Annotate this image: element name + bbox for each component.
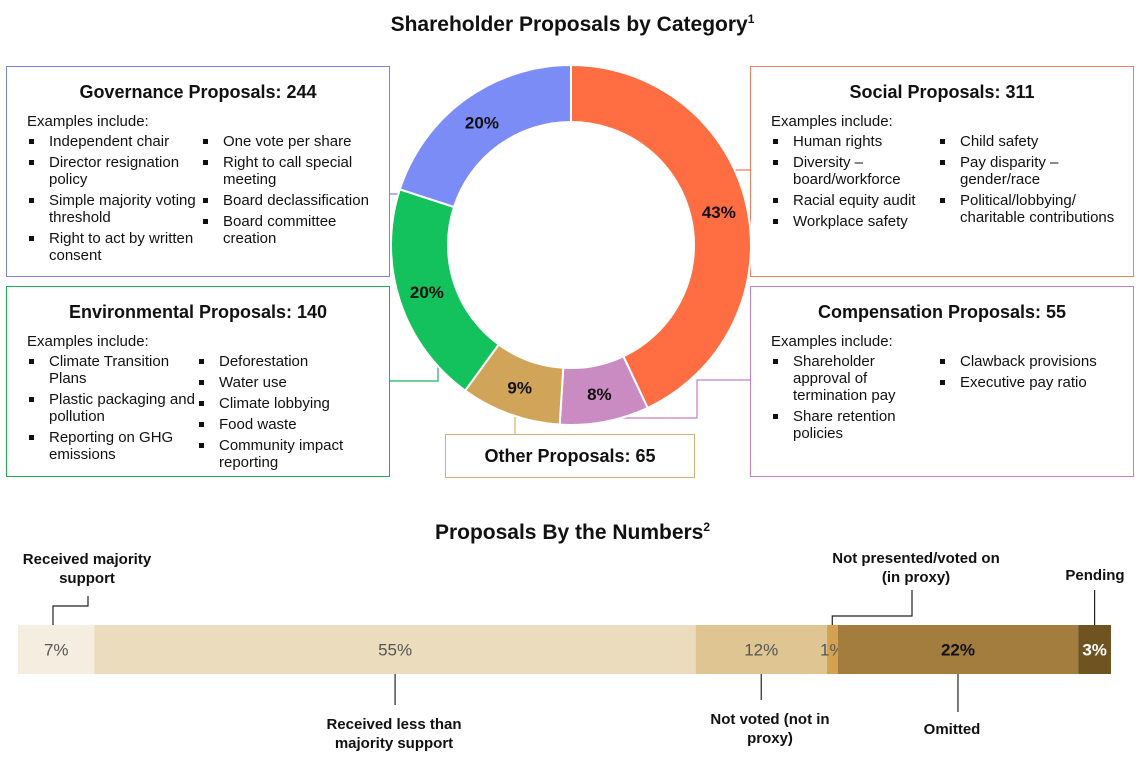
bar-segment-label: 12% bbox=[744, 641, 778, 660]
list-item: Water use bbox=[197, 374, 377, 391]
governance-title: Governance Proposals: 244 bbox=[79, 82, 317, 102]
social-intro: Examples include: bbox=[771, 113, 893, 130]
list-item: Right to call special meeting bbox=[201, 154, 381, 188]
environmental-box: Environmental Proposals: 140 Examples in… bbox=[6, 286, 390, 477]
compensation-list-1: Shareholder approval of termination pay … bbox=[771, 353, 931, 446]
social-box: Social Proposals: 311 Examples include: … bbox=[750, 66, 1134, 277]
slice-label-social: 43% bbox=[702, 203, 736, 222]
list-item: Reporting on GHG emissions bbox=[27, 429, 199, 463]
compensation-intro: Examples include: bbox=[771, 333, 893, 350]
list-item: Clawback provisions bbox=[938, 353, 1128, 370]
list-item: Climate Transition Plans bbox=[27, 353, 199, 387]
social-list-2: Child safety Pay disparity – gender/race… bbox=[938, 133, 1128, 230]
social-title: Social Proposals: 311 bbox=[849, 82, 1035, 102]
list-item: Racial equity audit bbox=[771, 192, 931, 209]
environmental-title: Environmental Proposals: 140 bbox=[68, 302, 328, 322]
callout-line bbox=[52, 596, 89, 625]
list-item: Workplace safety bbox=[771, 213, 931, 230]
slice-governance bbox=[398, 63, 572, 209]
list-item: Simple majority voting threshold bbox=[27, 192, 199, 226]
callout-not-voted: Not voted (not in proxy) bbox=[710, 711, 830, 747]
list-item: Executive pay ratio bbox=[938, 374, 1128, 391]
list-item: Pay disparity – gender/race bbox=[938, 154, 1128, 188]
list-item: Diversity – board/workforce bbox=[771, 154, 931, 188]
list-item: Community impact reporting bbox=[197, 437, 377, 471]
compensation-list-2: Clawback provisions Executive pay ratio bbox=[938, 353, 1128, 395]
environmental-list-2: Deforestation Water use Climate lobbying… bbox=[197, 353, 377, 475]
slice-label-environmental: 20% bbox=[410, 283, 444, 302]
list-item: Board committee creation bbox=[201, 213, 381, 247]
compensation-box: Compensation Proposals: 55 Examples incl… bbox=[750, 286, 1134, 477]
environmental-intro: Examples include: bbox=[27, 333, 149, 350]
callout-omitted: Omitted bbox=[923, 721, 981, 738]
bar-segment-label: 3% bbox=[1082, 641, 1107, 660]
list-item: Independent chair bbox=[27, 133, 199, 150]
list-item: Director resignation policy bbox=[27, 154, 199, 188]
slice-social bbox=[570, 63, 752, 410]
list-item: Climate lobbying bbox=[197, 395, 377, 412]
slice-environmental bbox=[390, 188, 501, 393]
callout-pending: Pending bbox=[1065, 567, 1125, 584]
environmental-list-1: Climate Transition Plans Plastic packagi… bbox=[27, 353, 199, 467]
callout-received-majority: Received majority support bbox=[22, 551, 152, 587]
governance-list-1: Independent chair Director resignation p… bbox=[27, 133, 199, 268]
bar-segment-label: 55% bbox=[378, 641, 412, 660]
bar-chart-title: Proposals By the Numbers2 bbox=[434, 520, 711, 544]
list-item: Share retention policies bbox=[771, 408, 931, 442]
list-item: One vote per share bbox=[201, 133, 381, 150]
other-title: Other Proposals: 65 bbox=[484, 446, 656, 466]
list-item: Human rights bbox=[771, 133, 931, 150]
bar-segment bbox=[826, 625, 838, 674]
bar-segment bbox=[94, 625, 696, 674]
governance-list-2: One vote per share Right to call special… bbox=[201, 133, 381, 251]
list-item: Plastic packaging and pollution bbox=[27, 391, 199, 425]
callout-not-presented: Not presented/voted on (in proxy) bbox=[832, 550, 1000, 586]
list-item: Shareholder approval of termination pay bbox=[771, 353, 931, 404]
governance-intro: Examples include: bbox=[27, 113, 149, 130]
slice-label-other: 9% bbox=[507, 379, 532, 398]
social-list-1: Human rights Diversity – board/workforce… bbox=[771, 133, 931, 234]
bar-segment-label: 22% bbox=[941, 641, 975, 660]
compensation-title: Compensation Proposals: 55 bbox=[817, 302, 1067, 322]
list-item: Political/lobbying/ charitable contribut… bbox=[938, 192, 1128, 226]
list-item: Right to act by written consent bbox=[27, 230, 199, 264]
governance-box: Governance Proposals: 244 Examples inclu… bbox=[6, 66, 390, 277]
list-item: Food waste bbox=[197, 416, 377, 433]
list-item: Deforestation bbox=[197, 353, 377, 370]
bar-segment bbox=[695, 625, 827, 674]
bar-segment-label: 7% bbox=[44, 641, 69, 660]
callout-less-than-majority: Received less than majority support bbox=[326, 716, 462, 752]
chart-title: Shareholder Proposals by Category1 bbox=[390, 12, 755, 36]
stacked-bar: 7% 55% 12% 1% 22% 3% bbox=[18, 590, 1111, 712]
bar-segment bbox=[18, 625, 95, 674]
list-item: Board declassification bbox=[201, 192, 381, 209]
bar-segment bbox=[837, 625, 1079, 674]
callout-line bbox=[831, 590, 913, 625]
donut: 43% 8% 9% 20% 20% bbox=[390, 63, 752, 426]
other-box: Other Proposals: 65 bbox=[445, 434, 695, 478]
slice-label-governance: 20% bbox=[465, 113, 499, 132]
bar-segment bbox=[1078, 625, 1111, 674]
list-item: Child safety bbox=[938, 133, 1128, 150]
slice-label-compensation: 8% bbox=[587, 385, 612, 404]
